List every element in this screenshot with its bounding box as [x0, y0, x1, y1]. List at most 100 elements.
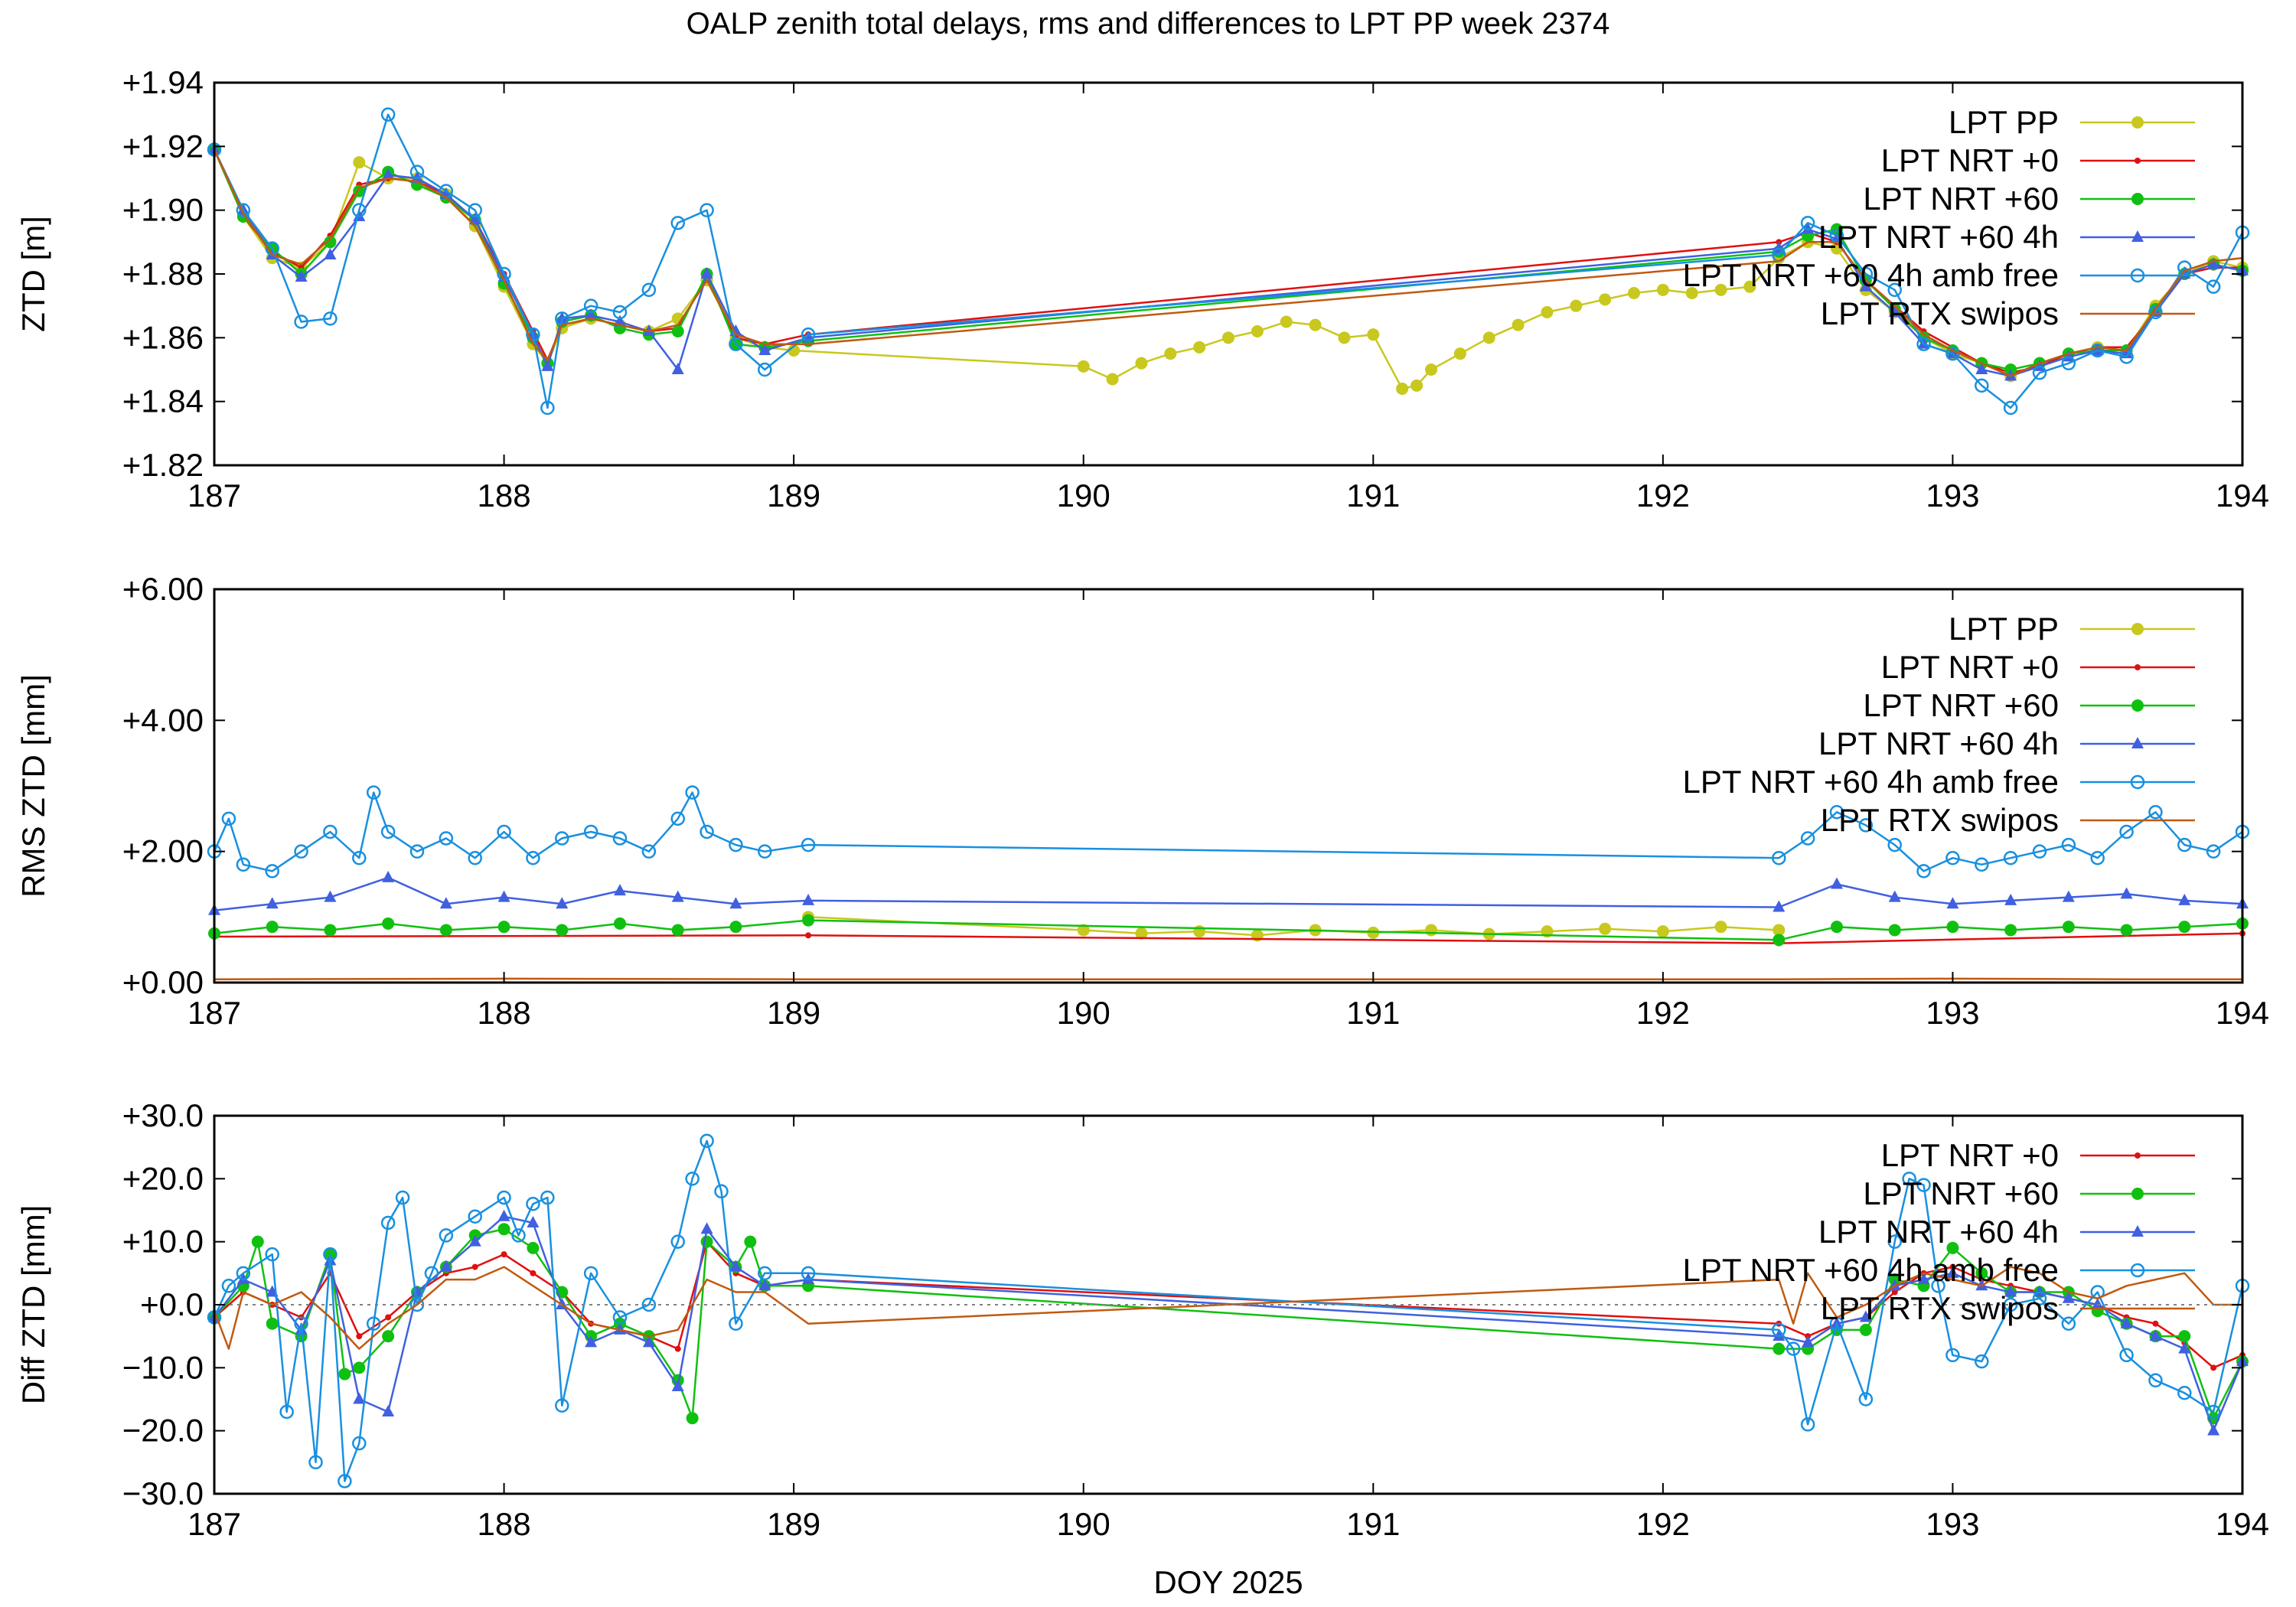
data-point [2207, 1423, 2220, 1436]
data-point [642, 1335, 655, 1348]
diff-panel: 187 188 189 190 191 192 193 194 −30.0 −20.0 −10.0 +… [15, 1097, 2269, 1600]
data-point [758, 1266, 772, 1281]
data-point [758, 344, 771, 355]
data-point [497, 1223, 510, 1236]
data-point [352, 850, 367, 865]
series-line [213, 1266, 2242, 1350]
data-point [1714, 283, 1727, 296]
data-point [1425, 924, 1437, 937]
data-point [324, 924, 337, 937]
data-point [439, 897, 452, 909]
y-tick-label: −20.0 [122, 1413, 204, 1449]
data-point [526, 1197, 540, 1211]
data-point [294, 315, 308, 329]
data-point [671, 1380, 684, 1392]
series-0-5 [213, 148, 2243, 377]
data-point [2004, 924, 2017, 937]
data-point [385, 1314, 392, 1321]
data-point [540, 400, 555, 416]
legend-marker [2131, 193, 2144, 205]
data-point [614, 884, 626, 896]
data-point [352, 203, 367, 217]
data-point [2003, 400, 2018, 416]
legend-marker [2130, 268, 2145, 283]
x-tick-label: 189 [767, 1506, 820, 1542]
data-point [1800, 831, 1815, 846]
data-point [236, 857, 251, 872]
data-point [700, 203, 714, 217]
data-point [511, 1228, 526, 1243]
data-point [1888, 890, 1901, 902]
data-point [744, 1235, 757, 1248]
data-point [353, 1361, 366, 1374]
data-point [2178, 1341, 2191, 1354]
data-point [366, 785, 381, 800]
data-point [1887, 282, 1902, 298]
data-point [1975, 1266, 1988, 1279]
y-axis-label: RMS ZTD [mm] [15, 674, 51, 898]
data-point [612, 305, 628, 320]
data-point [1541, 306, 1554, 318]
data-point [801, 1266, 816, 1281]
data-point [497, 921, 510, 934]
data-point [2061, 356, 2076, 370]
data-point [1891, 1289, 1898, 1296]
data-point [700, 1133, 714, 1149]
data-point [729, 897, 742, 909]
data-point [2062, 921, 2075, 934]
series-1-2 [208, 914, 2249, 947]
x-tick-label: 187 [188, 995, 241, 1031]
data-point [439, 924, 452, 937]
data-point [555, 1398, 569, 1413]
data-point [1077, 360, 1090, 373]
legend-marker [2131, 699, 2144, 712]
data-point [324, 236, 337, 249]
data-point [1975, 378, 1989, 393]
data-point [380, 824, 396, 839]
x-tick-label: 190 [1057, 995, 1110, 1031]
data-point [1193, 925, 1206, 938]
series-1-5 [214, 977, 2242, 980]
y-tick-label: +1.92 [122, 128, 204, 164]
data-point [1888, 924, 1901, 937]
y-tick-label: +1.88 [122, 256, 204, 292]
data-point [382, 1404, 395, 1416]
data-point [1453, 347, 1466, 360]
data-point [1802, 1335, 1815, 1348]
data-point [1945, 1348, 1960, 1363]
x-tick-label: 192 [1636, 478, 1690, 513]
data-point [641, 844, 657, 859]
y-tick-label: +30.0 [122, 1097, 204, 1133]
legend-label: LPT NRT +60 [1863, 181, 2059, 217]
data-point [614, 917, 626, 930]
data-point [729, 337, 743, 351]
data-point [1786, 1341, 1801, 1356]
data-point [1135, 927, 1148, 940]
data-point [583, 824, 598, 839]
data-point [1772, 850, 1786, 865]
data-point [295, 270, 308, 282]
data-point [1656, 925, 1669, 938]
y-axis-label: ZTD [m] [15, 216, 51, 332]
data-point [671, 924, 684, 937]
data-point [2090, 343, 2105, 358]
data-point [497, 1190, 511, 1205]
data-point [236, 203, 251, 217]
data-point [1831, 921, 1843, 934]
legend-label: LPT NRT +60 4h amb free [1683, 764, 2059, 800]
data-point [294, 1316, 308, 1331]
legend-label: LPT PP [1949, 611, 2059, 647]
data-point [758, 844, 772, 859]
data-point [1946, 347, 1959, 359]
y-axis-label: Diff ZTD [mm] [15, 1205, 51, 1405]
data-point [802, 1273, 815, 1285]
data-point [1946, 1266, 1959, 1278]
data-point [1975, 1279, 1988, 1291]
data-point [714, 1184, 729, 1199]
data-point [641, 282, 657, 298]
data-point [471, 1263, 478, 1270]
data-point [411, 1285, 423, 1297]
data-point [2178, 1330, 2191, 1343]
